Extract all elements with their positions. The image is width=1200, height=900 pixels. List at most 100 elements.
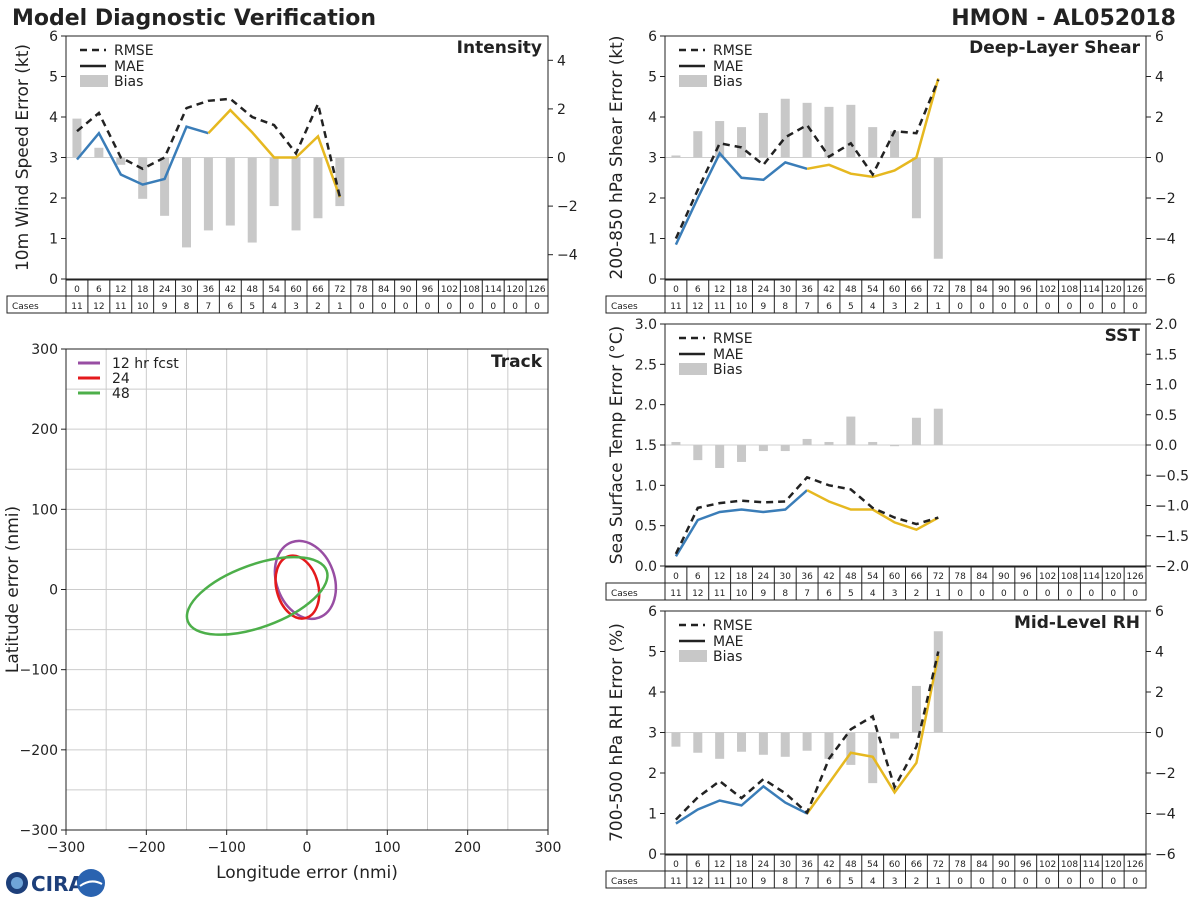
rh-case-count-0: 11 bbox=[670, 877, 681, 887]
figure-title: Model Diagnostic Verification bbox=[12, 6, 376, 31]
rh-lead-hour-42: 42 bbox=[823, 860, 834, 870]
sst-ytick-label: 1.0 bbox=[635, 478, 657, 494]
rh-case-count-60: 3 bbox=[892, 877, 898, 887]
shear-lead-hour-126: 126 bbox=[1126, 285, 1143, 295]
intensity-lead-hour-102: 102 bbox=[441, 285, 458, 295]
sst-lead-hour-6: 6 bbox=[695, 572, 701, 582]
intensity-case-count-120: 0 bbox=[512, 302, 518, 312]
sst-ytick-label: 2.0 bbox=[635, 398, 657, 414]
intensity-lead-hour-42: 42 bbox=[225, 285, 236, 295]
shear-case-count-60: 3 bbox=[892, 302, 898, 312]
intensity-mae-line-late bbox=[207, 108, 342, 198]
sst-lead-hour-126: 126 bbox=[1126, 572, 1143, 582]
rh-bias-tick-label: −2 bbox=[1155, 766, 1176, 782]
sst-case-count-102: 0 bbox=[1045, 589, 1051, 599]
rh-bias-tick-label: 2 bbox=[1155, 685, 1164, 701]
rh-cases-label-cell bbox=[605, 870, 666, 889]
shear-case-count-66: 2 bbox=[914, 302, 920, 312]
shear-lead-hour-24: 24 bbox=[758, 285, 770, 295]
intensity-lead-hour-114: 114 bbox=[485, 285, 502, 295]
shear-bias-bar-66 bbox=[911, 157, 921, 219]
rh-case-count-78: 0 bbox=[957, 877, 963, 887]
shear-bias-bar-42 bbox=[824, 106, 834, 158]
shear-cases-label: Cases bbox=[611, 302, 638, 312]
intensity-case-count-114: 0 bbox=[490, 302, 496, 312]
rh-case-count-6: 12 bbox=[692, 877, 703, 887]
sst-case-count-114: 0 bbox=[1088, 589, 1094, 599]
intensity-case-count-30: 8 bbox=[184, 302, 190, 312]
shear-lead-hour-42: 42 bbox=[823, 285, 834, 295]
intensity-ytick-label: 1 bbox=[49, 232, 58, 248]
track-ytick-label: 0 bbox=[49, 583, 58, 599]
sst-ytick-label: 0.0 bbox=[635, 559, 657, 575]
track-ylabel: Latitude error (nmi) bbox=[3, 506, 23, 673]
intensity-bias-bar-18 bbox=[138, 157, 148, 199]
rh-lead-hour-6: 6 bbox=[695, 860, 701, 870]
intensity-bias-bar-42 bbox=[225, 157, 235, 226]
sst-bias-tick-label: −1.0 bbox=[1155, 499, 1189, 515]
sst-case-count-12: 11 bbox=[714, 589, 725, 599]
rh-case-count-120: 0 bbox=[1110, 877, 1116, 887]
rh-bias-bar-6 bbox=[693, 732, 703, 753]
shear-rmse-line bbox=[674, 79, 940, 240]
shear-bias-tick-label: −4 bbox=[1155, 232, 1176, 248]
intensity-lead-hour-36: 36 bbox=[203, 285, 215, 295]
sst-case-count-108: 0 bbox=[1067, 589, 1073, 599]
shear-legend-mae-label: MAE bbox=[713, 59, 744, 75]
track-xtick-label: −100 bbox=[207, 840, 245, 856]
rh-cases-label: Cases bbox=[611, 877, 638, 887]
sst-bias-bar-36 bbox=[802, 438, 812, 445]
rh-case-count-48: 5 bbox=[848, 877, 854, 887]
intensity-title: Intensity bbox=[457, 38, 542, 58]
sst-bias-bar-72 bbox=[933, 408, 943, 445]
track-title: Track bbox=[491, 352, 543, 372]
sst-ytick-label: 1.5 bbox=[635, 438, 657, 454]
rh-bias-bar-12 bbox=[715, 732, 725, 759]
shear-lead-hour-60: 60 bbox=[889, 285, 901, 295]
intensity-lead-hour-18: 18 bbox=[137, 285, 149, 295]
intensity-case-count-96: 0 bbox=[425, 302, 431, 312]
sst-case-count-66: 2 bbox=[914, 589, 920, 599]
shear-case-count-120: 0 bbox=[1110, 302, 1116, 312]
intensity-ytick-label: 2 bbox=[49, 191, 58, 207]
sst-case-count-96: 0 bbox=[1023, 589, 1029, 599]
sst-bias-bar-6 bbox=[693, 445, 703, 461]
sst-lead-hour-90: 90 bbox=[998, 572, 1010, 582]
intensity-lead-hour-90: 90 bbox=[400, 285, 412, 295]
rh-case-count-96: 0 bbox=[1023, 877, 1029, 887]
sst-bias-tick-label: 0.5 bbox=[1155, 408, 1177, 424]
intensity-lead-hour-0: 0 bbox=[74, 285, 80, 295]
shear-lead-hour-36: 36 bbox=[801, 285, 813, 295]
intensity-bias-tick-label: −2 bbox=[557, 199, 578, 215]
shear-lead-hour-96: 96 bbox=[1020, 285, 1032, 295]
sst-lead-hour-120: 120 bbox=[1105, 572, 1122, 582]
sst-bias-bar-48 bbox=[846, 416, 856, 445]
sst-case-count-18: 10 bbox=[736, 589, 748, 599]
sst-lead-hour-48: 48 bbox=[845, 572, 857, 582]
rh-mae-line-early bbox=[675, 784, 808, 825]
shear-lead-hour-90: 90 bbox=[998, 285, 1010, 295]
intensity-case-count-60: 3 bbox=[293, 302, 299, 312]
rh-case-count-72: 1 bbox=[935, 877, 941, 887]
shear-lead-hour-12: 12 bbox=[714, 285, 725, 295]
track-xlabel: Longitude error (nmi) bbox=[216, 863, 398, 883]
intensity-case-count-24: 9 bbox=[162, 302, 168, 312]
shear-lead-hour-30: 30 bbox=[780, 285, 792, 295]
shear-lead-hour-78: 78 bbox=[954, 285, 966, 295]
sst-lead-hour-66: 66 bbox=[911, 572, 923, 582]
rh-ylabel: 700-500 hPa RH Error (%) bbox=[607, 623, 627, 842]
shear-lead-hour-6: 6 bbox=[695, 285, 701, 295]
intensity-lead-hour-96: 96 bbox=[422, 285, 434, 295]
intensity-bias-bar-6 bbox=[94, 147, 104, 158]
intensity-case-count-48: 5 bbox=[249, 302, 255, 312]
intensity-legend-bias-label: Bias bbox=[114, 74, 143, 90]
sst-bias-bar-18 bbox=[737, 445, 747, 462]
sst-ytick-label: 3.0 bbox=[635, 317, 657, 333]
sst-case-count-6: 12 bbox=[692, 589, 703, 599]
intensity-ytick-label: 5 bbox=[49, 70, 58, 86]
intensity-cases-label-cell bbox=[6, 295, 67, 314]
rh-lead-hour-72: 72 bbox=[933, 860, 944, 870]
intensity-case-count-126: 0 bbox=[534, 302, 540, 312]
